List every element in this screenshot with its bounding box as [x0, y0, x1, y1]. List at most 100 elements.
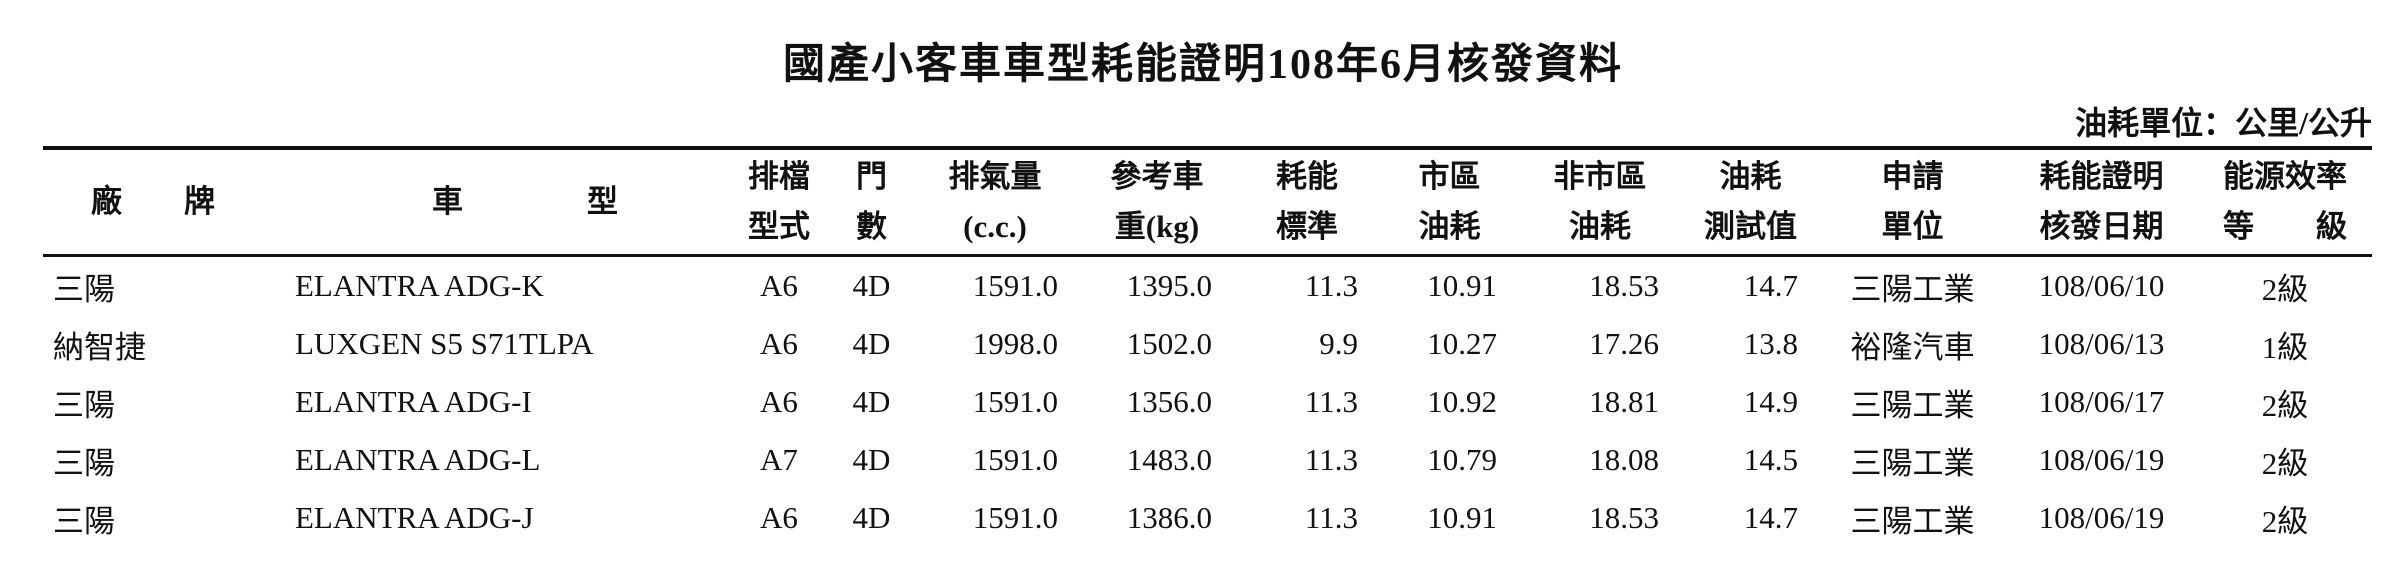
table-cell: 108/06/17	[2038, 384, 2165, 419]
table-cell: 1395.0	[1126, 268, 1212, 303]
table-cell: 裕隆汽車	[1850, 329, 1975, 365]
header-cell: 非市區 油耗	[1519, 148, 1681, 256]
table-cell: 4D	[852, 442, 891, 477]
table-cell: 11.3	[1304, 268, 1358, 303]
table-cell: 108/06/19	[2038, 500, 2165, 535]
header-cell: 排氣量 (c.c.)	[910, 148, 1080, 256]
header-line: 等 級	[2223, 209, 2347, 244]
table-cell: 1591.0	[972, 384, 1058, 419]
header-line: 參考車	[1110, 159, 1204, 194]
table-cell: 1502.0	[1126, 326, 1212, 361]
header-line: 車 型	[432, 184, 618, 219]
table-body: 三陽 ELANTRA ADG-K A6 4D 1591.0 1395.0 11.3 10.91…	[43, 256, 2372, 548]
table-cell: 2級	[2261, 387, 2309, 423]
header-line: 非市區	[1553, 159, 1647, 194]
table-cell: A6	[760, 500, 798, 535]
table-cell: 1998.0	[972, 326, 1058, 361]
header-cell: 市區 油耗	[1380, 148, 1519, 256]
table-cell: 1483.0	[1126, 442, 1212, 477]
header-line: 耗能證明	[2039, 159, 2164, 194]
header-line: 申請	[1881, 159, 1944, 194]
table-cell: 納智捷	[53, 329, 146, 365]
table-row: 三陽 ELANTRA ADG-L A7 4D 1591.0 1483.0 11.3 10.79…	[43, 431, 2372, 489]
header-line: 油耗	[1418, 209, 1481, 244]
header-cell: 參考車重(kg)	[1080, 148, 1234, 256]
table-cell: 4D	[852, 500, 891, 535]
table-cell: 1級	[2261, 329, 2309, 365]
unit-note: 油耗單位：公里/公升	[2075, 105, 2372, 141]
table-header: 廠 牌車 型排檔 型式門數排氣量 (c.c.) 參考車 重(kg) 耗能 標準 市區 油耗 非市區…	[43, 148, 2372, 256]
table-cell: 三陽	[53, 387, 115, 423]
header-line: 油耗	[1719, 159, 1782, 194]
table-cell: 三陽工業	[1850, 271, 1975, 307]
table-cell: 1591.0	[972, 500, 1058, 535]
table-cell: 14.7	[1743, 268, 1798, 303]
table-row: 三陽 ELANTRA ADG-K A6 4D 1591.0 1395.0 11.3 10.91…	[43, 256, 2372, 316]
header-line: 標準	[1276, 209, 1338, 244]
table-cell: 10.91	[1427, 500, 1497, 535]
table-cell: 4D	[852, 326, 891, 361]
table-row: 納智捷 LUXGEN S5 S71TLPA A6 4D 1998.0 1502.0 9.9 1…	[43, 315, 2372, 373]
table-cell: 4D	[852, 268, 891, 303]
table-cell: 1591.0	[972, 442, 1058, 477]
table-cell: 18.53	[1589, 500, 1659, 535]
table-cell: 2級	[2261, 271, 2309, 307]
table-cell: 108/06/13	[2038, 326, 2165, 361]
table-cell: 4D	[852, 384, 891, 419]
table-cell: 13.8	[1743, 326, 1798, 361]
table-cell: 10.92	[1427, 384, 1497, 419]
header-line: 廠 牌	[91, 184, 215, 219]
table-cell: 1591.0	[972, 268, 1058, 303]
table-cell: 18.08	[1589, 442, 1659, 477]
table-cell: 11.3	[1304, 500, 1358, 535]
header-line: 型式	[748, 209, 810, 244]
table-cell: 三陽	[53, 503, 115, 539]
header-line: 能源效率	[2223, 159, 2347, 194]
table-cell: A7	[760, 442, 798, 477]
table-cell: 108/06/10	[2038, 268, 2165, 303]
table-cell: 10.27	[1427, 326, 1497, 361]
table-cell: 14.9	[1743, 384, 1798, 419]
table-cell: 17.26	[1589, 326, 1659, 361]
header-cell: 車 型	[285, 148, 725, 256]
header-cell: 耗能 標準	[1234, 148, 1380, 256]
table-cell: 18.53	[1589, 268, 1659, 303]
table-cell: 三陽工業	[1850, 387, 1975, 423]
header-line: 測試值	[1704, 209, 1797, 244]
header-line: 單位	[1881, 209, 1944, 244]
table-cell: LUXGEN S5 S71TLPA	[295, 326, 594, 361]
table-cell: 三陽	[53, 271, 115, 307]
table-cell: 14.5	[1743, 442, 1798, 477]
table-cell: ELANTRA ADG-I	[295, 384, 532, 419]
table-cell: 10.91	[1427, 268, 1497, 303]
table-cell: A6	[760, 268, 798, 303]
table-cell: 2級	[2261, 503, 2309, 539]
table-cell: 三陽工業	[1850, 503, 1975, 539]
header-cell: 能源效率等 級	[2198, 148, 2372, 256]
header-line: 核發日期	[2039, 209, 2164, 244]
header-cell: 門數	[833, 148, 910, 256]
table-cell: ELANTRA ADG-J	[295, 500, 534, 535]
table-cell: A6	[760, 326, 798, 361]
table-cell: 18.81	[1589, 384, 1659, 419]
header-line: 耗能	[1276, 159, 1338, 194]
table-cell: 三陽工業	[1850, 445, 1975, 481]
table-cell: A6	[760, 384, 798, 419]
header-cell: 油耗 測試值	[1681, 148, 1820, 256]
table-cell: 14.7	[1743, 500, 1798, 535]
table-cell: ELANTRA ADG-L	[295, 442, 541, 477]
table-cell: 三陽	[53, 445, 115, 481]
header-cell: 申請 單位	[1820, 148, 2005, 256]
table-cell: 1356.0	[1126, 384, 1212, 419]
header-cell: 廠 牌	[43, 148, 285, 256]
data-table: 廠 牌車 型排檔 型式門數排氣量 (c.c.) 參考車 重(kg) 耗能 標準 市區 油耗 非市區…	[43, 146, 2372, 547]
header-line: 重(kg)	[1114, 209, 1200, 244]
header-line: 門	[856, 159, 887, 194]
table-cell: 2級	[2261, 445, 2309, 481]
header-line: 數	[856, 209, 887, 244]
header-line: (c.c.)	[963, 209, 1027, 244]
header-cell: 耗能證明 核發日期	[2005, 148, 2198, 256]
header-line: 油耗	[1569, 209, 1631, 244]
table-row: 三陽 ELANTRA ADG-I A6 4D 1591.0 1356.0 11.3 10.92…	[43, 373, 2372, 431]
